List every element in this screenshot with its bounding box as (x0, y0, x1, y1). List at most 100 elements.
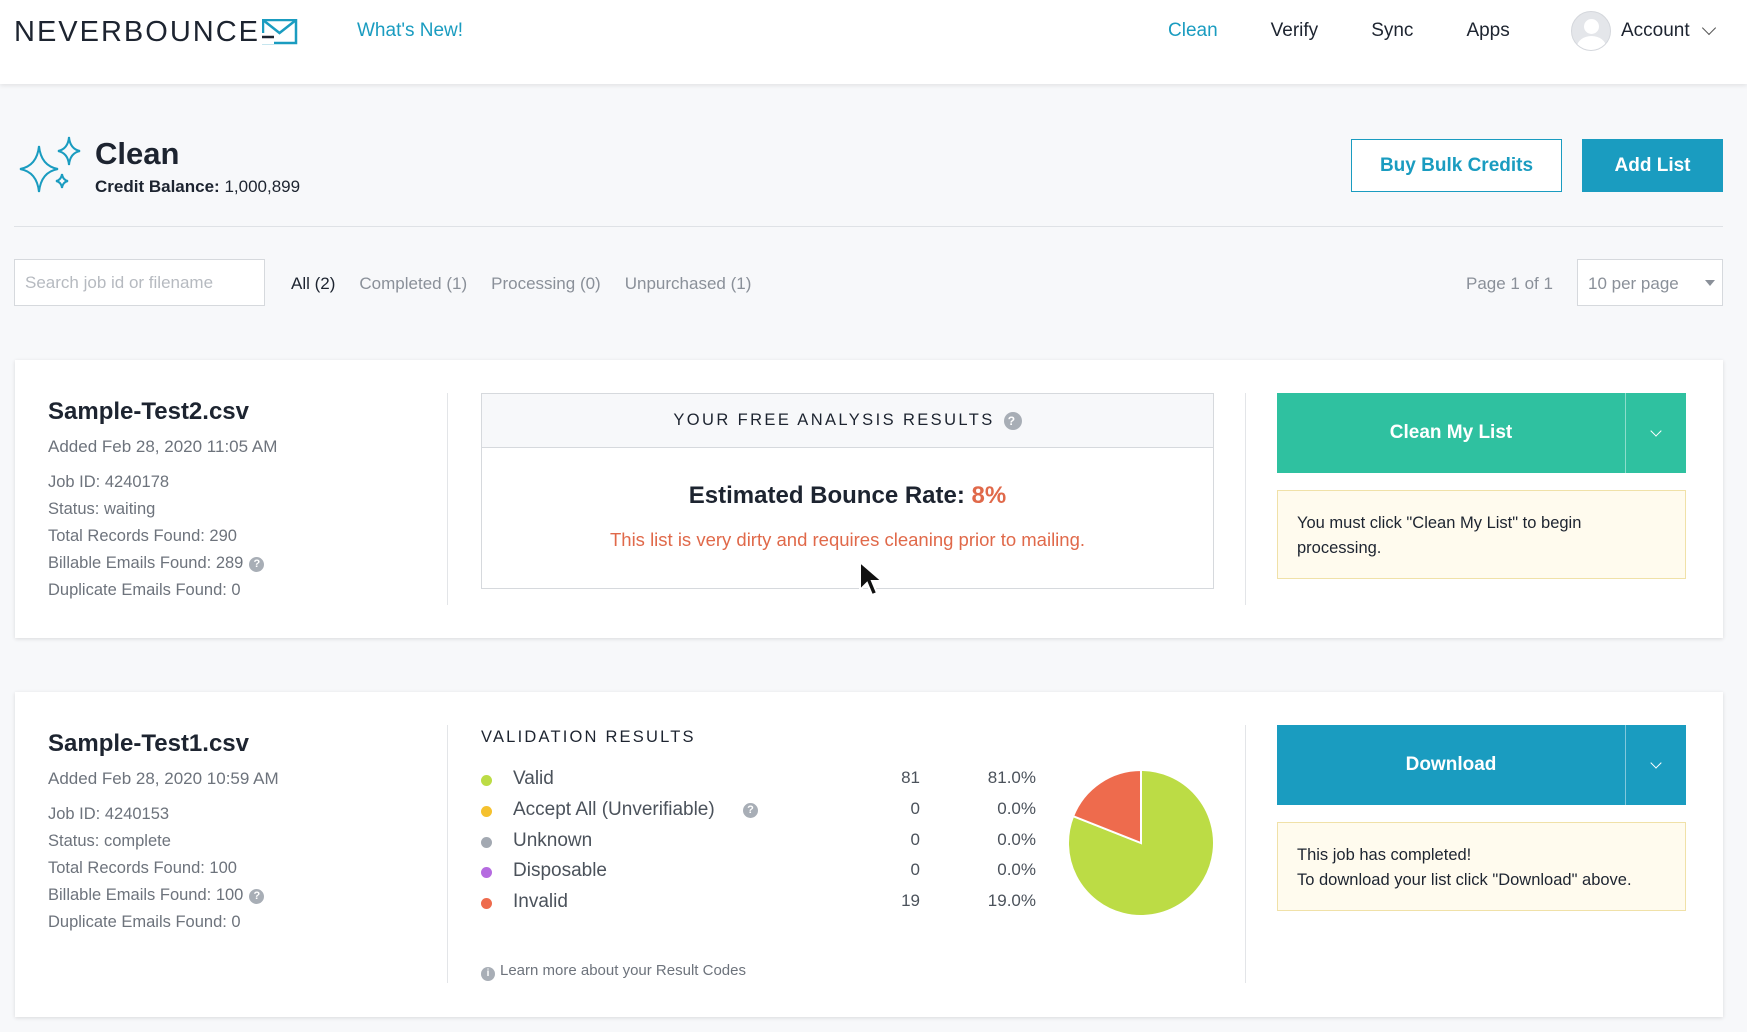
result-count: 81 (901, 768, 920, 787)
logo-text: NEVERBOUNCE (14, 15, 260, 48)
clean-my-list-split-button: Clean My List (1277, 393, 1686, 473)
result-count: 0 (910, 860, 920, 879)
job-added-date: Added Feb 28, 2020 10:59 AM (48, 769, 279, 788)
learn-more-label: Learn more about your Result Codes (500, 962, 746, 979)
job-filename: Sample-Test1.csv (48, 730, 249, 757)
legend-dot (481, 837, 492, 848)
result-percent: 0.0% (997, 830, 1036, 849)
help-icon[interactable]: ? (743, 803, 758, 818)
help-icon[interactable]: ? (249, 889, 265, 904)
column-divider (1245, 393, 1246, 605)
search-input[interactable] (14, 259, 265, 306)
bounce-rate: Estimated Bounce Rate: 8% (482, 482, 1213, 510)
bounce-label: Estimated Bounce Rate: (688, 482, 965, 509)
job-status: Status: waiting (48, 500, 156, 518)
nav-verify[interactable]: Verify (1270, 20, 1319, 41)
result-count: 0 (910, 830, 920, 849)
billable-emails: Billable Emails Found: 100 (48, 886, 244, 904)
result-row: Disposable 0 0.0% (481, 860, 1036, 884)
bounce-message: This list is very dirty and requires cle… (609, 529, 1086, 550)
download-split-button: Download (1277, 725, 1686, 805)
filter-unpurchased[interactable]: Unpurchased (1) (624, 274, 752, 293)
info-icon: i (481, 967, 495, 981)
validation-results-title: VALIDATION RESULTS (481, 728, 696, 746)
per-page-value: 10 per page (1588, 274, 1679, 293)
download-notice: This job has completed! To download your… (1277, 822, 1686, 911)
result-label: Unknown (513, 830, 593, 851)
result-row: Accept All (Unverifiable)? 0 0.0% (481, 799, 1036, 823)
clean-my-list-button[interactable]: Clean My List (1389, 422, 1513, 443)
duplicate-emails: Duplicate Emails Found: 0 (48, 913, 241, 931)
result-count: 0 (910, 799, 920, 818)
nav-clean[interactable]: Clean (1168, 20, 1218, 41)
filter-completed[interactable]: Completed (1) (359, 274, 468, 293)
column-divider (447, 393, 448, 605)
buy-bulk-credits-button[interactable]: Buy Bulk Credits (1351, 139, 1562, 192)
billable-emails-row: Billable Emails Found: 289? (48, 550, 265, 577)
help-icon[interactable]: ? (1003, 411, 1022, 430)
result-label: Accept All (Unverifiable) (513, 799, 715, 820)
account-menu[interactable]: Account (1571, 11, 1716, 51)
result-row: Invalid 19 19.0% (481, 891, 1036, 915)
result-percent: 81.0% (987, 768, 1036, 787)
result-percent: 0.0% (997, 860, 1036, 879)
pie-slice-valid (1067, 768, 1215, 917)
credit-balance: Credit Balance: 1,000,899 (95, 177, 300, 197)
result-percent: 19.0% (987, 891, 1036, 910)
result-percent: 0.0% (997, 799, 1036, 818)
legend-dot (481, 867, 492, 878)
job-status: Status: complete (48, 832, 171, 850)
notice-line: To download your list click "Download" a… (1297, 871, 1632, 889)
envelope-icon (262, 19, 298, 45)
result-row: Unknown 0 0.0% (481, 830, 1036, 854)
job-card: Sample-Test2.csv Added Feb 28, 2020 11:0… (15, 360, 1723, 638)
duplicate-emails: Duplicate Emails Found: 0 (48, 581, 241, 599)
add-list-button[interactable]: Add List (1582, 139, 1723, 192)
job-details: Job ID: 4240153 Status: complete Total R… (48, 801, 265, 936)
page-info: Page 1 of 1 (1466, 274, 1553, 293)
filter-processing[interactable]: Processing (0) (491, 274, 601, 293)
page-title: Clean (95, 136, 180, 171)
header-divider (14, 226, 1723, 227)
chevron-down-icon (1701, 20, 1716, 36)
job-added-date: Added Feb 28, 2020 11:05 AM (48, 437, 278, 456)
bounce-value: 8% (971, 482, 1007, 509)
result-count: 19 (901, 891, 920, 910)
result-label: Disposable (513, 860, 607, 881)
nav-sync[interactable]: Sync (1371, 20, 1414, 41)
job-filename: Sample-Test2.csv (48, 398, 249, 425)
per-page-select[interactable]: 10 per page (1577, 259, 1723, 306)
billable-emails: Billable Emails Found: 289 (48, 554, 244, 572)
job-card: Sample-Test1.csv Added Feb 28, 2020 10:5… (15, 692, 1723, 1017)
caret-down-icon (1705, 280, 1715, 286)
clean-notice: You must click "Clean My List" to begin … (1277, 490, 1686, 579)
analysis-header: YOUR FREE ANALYSIS RESULTS ? (482, 394, 1213, 448)
billable-emails-row: Billable Emails Found: 100? (48, 882, 265, 909)
whats-new-link[interactable]: What's New! (357, 20, 464, 41)
legend-dot (481, 806, 492, 817)
result-label: Invalid (513, 891, 568, 912)
account-label: Account (1621, 20, 1690, 41)
download-options-toggle[interactable] (1625, 725, 1686, 805)
free-analysis-box: YOUR FREE ANALYSIS RESULTS ? Estimated B… (481, 393, 1214, 589)
credit-value: 1,000,899 (224, 177, 301, 196)
download-button[interactable]: Download (1405, 754, 1497, 775)
total-records: Total Records Found: 290 (48, 527, 237, 545)
legend-dot (481, 775, 492, 786)
clean-options-toggle[interactable] (1625, 393, 1686, 473)
neverbounce-logo[interactable]: NEVERBOUNCE (14, 14, 298, 50)
filter-all[interactable]: All (2) (291, 274, 336, 293)
nav-apps[interactable]: Apps (1466, 20, 1510, 41)
mouse-cursor-icon (859, 560, 884, 597)
column-divider (1245, 725, 1246, 983)
total-records: Total Records Found: 100 (48, 859, 237, 877)
result-label: Valid (513, 768, 554, 789)
sparkle-icon (19, 136, 81, 193)
job-details: Job ID: 4240178 Status: waiting Total Re… (48, 469, 265, 604)
pie-slice-invalid (1071, 768, 1142, 845)
job-id: Job ID: 4240178 (48, 473, 170, 491)
help-icon[interactable]: ? (249, 557, 265, 572)
credit-label: Credit Balance: (95, 177, 220, 196)
learn-more-link[interactable]: i Learn more about your Result Codes (481, 962, 746, 981)
top-navbar: NEVERBOUNCE What's New! Clean Verify Syn… (0, 0, 1747, 84)
